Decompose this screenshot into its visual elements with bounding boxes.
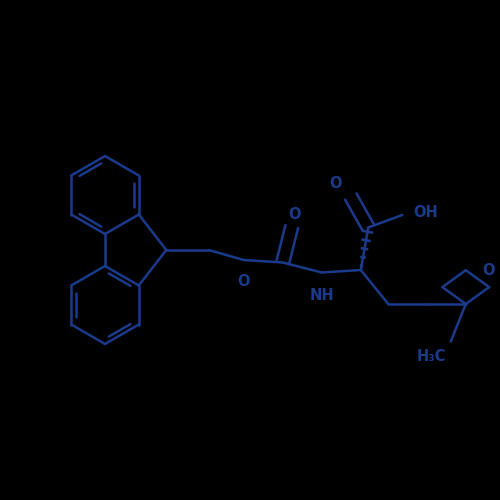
Text: O: O xyxy=(288,206,300,222)
Text: NH: NH xyxy=(310,288,334,302)
Text: H₃C: H₃C xyxy=(416,349,446,364)
Text: O: O xyxy=(238,274,250,289)
Text: O: O xyxy=(330,176,342,190)
Text: OH: OH xyxy=(414,205,438,220)
Text: O: O xyxy=(482,262,494,278)
